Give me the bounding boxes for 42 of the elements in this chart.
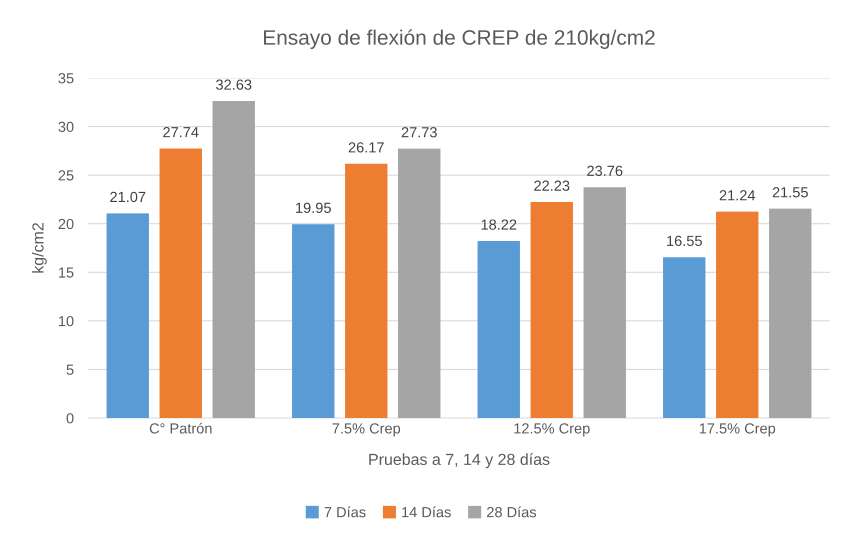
bar [478, 241, 520, 418]
data-label: 21.07 [110, 192, 146, 202]
bar [584, 187, 626, 418]
bar [160, 148, 202, 418]
y-tick-label: 25 [58, 170, 74, 181]
bar [398, 148, 440, 418]
x-tick-label: 12.5% Crep [514, 423, 590, 436]
y-tick-label: 15 [59, 268, 74, 278]
data-label: 23.76 [587, 166, 622, 176]
y-axis-title: kg/cm2 [32, 223, 47, 273]
bar [530, 202, 573, 418]
data-label: 21.24 [720, 190, 756, 200]
bar [212, 101, 255, 418]
x-tick-label: C° Patrón [150, 422, 212, 434]
bar [106, 213, 149, 418]
data-label: 19.95 [296, 202, 331, 213]
data-label: 27.74 [163, 126, 199, 138]
y-tick-label: 10 [59, 316, 74, 326]
data-label: 32.63 [216, 79, 252, 90]
legend-label: 28 Días [487, 506, 536, 518]
data-label: 16.55 [667, 236, 702, 246]
bar [716, 212, 758, 418]
y-tick-label: 20 [58, 218, 74, 230]
data-label: 26.17 [348, 142, 384, 153]
y-tick-label: 5 [66, 364, 74, 375]
bar [663, 257, 706, 418]
data-label: 21.55 [772, 187, 808, 198]
legend-label: 7 Días [324, 506, 366, 518]
bar [769, 208, 812, 418]
x-axis-title: Pruebas a 7, 14 y 28 días [369, 453, 550, 468]
x-tick-label: 7.5% Crep [332, 423, 400, 436]
y-tick-label: 0 [66, 413, 74, 424]
data-label: 27.73 [402, 127, 437, 138]
y-tick-label: 35 [58, 73, 74, 84]
bar [345, 164, 388, 418]
data-label: 18.22 [482, 219, 516, 230]
legend-label: 14 Días [402, 506, 451, 518]
y-tick-label: 30 [58, 122, 74, 132]
data-label: 22.23 [534, 180, 570, 191]
chart-title: Ensayo de flexión de CREP de 210kg/cm2 [264, 29, 655, 49]
bar [292, 224, 334, 418]
x-tick-label: 17.5% Crep [700, 423, 776, 436]
